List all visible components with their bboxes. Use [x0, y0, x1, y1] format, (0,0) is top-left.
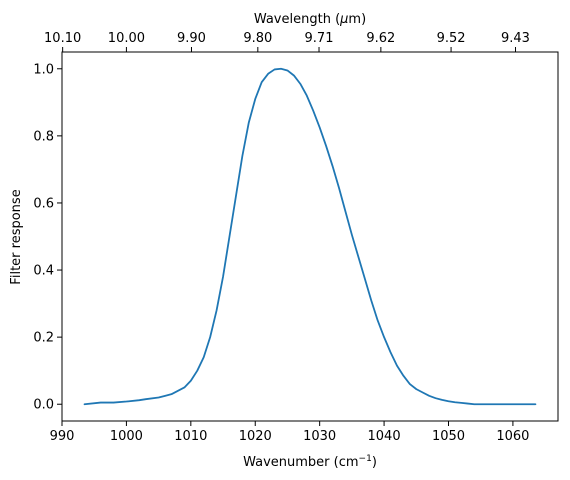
x-tick-label: 1040: [368, 429, 401, 444]
x-tick-label: 1000: [110, 429, 143, 444]
top-tick-label: 10.00: [108, 31, 145, 46]
top-tick-label: 9.52: [437, 31, 466, 46]
x-tick-label: 1010: [174, 429, 207, 444]
x-tick-label: 1020: [239, 429, 272, 444]
x-tick-label: 990: [50, 429, 75, 444]
ticks-layer: 990 1000 1010 1020 1030 1040 1050 1060 0.0 0.2 0.4…: [33, 31, 530, 444]
top-axis-label: Wavelength (μm): [254, 12, 366, 27]
top-tick-label: 9.80: [243, 31, 272, 46]
top-tick-label: 9.62: [366, 31, 395, 46]
top-tick-label: 9.43: [501, 31, 530, 46]
y-tick-label: 0.0: [33, 398, 54, 413]
x-tick-label: 1050: [432, 429, 465, 444]
top-tick-label: 10.10: [44, 31, 81, 46]
plot-frame: [61, 51, 559, 422]
y-tick-label: 1.0: [33, 62, 54, 77]
top-tick-label: 9.90: [177, 31, 206, 46]
x-tick-label: 1060: [496, 429, 529, 444]
y-tick-label: 0.6: [33, 196, 54, 211]
y-tick-label: 0.2: [33, 331, 54, 346]
series-line-filter-response: [83, 67, 537, 406]
y-tick-label: 0.4: [33, 264, 54, 279]
x-axis-label-superscript: −1: [359, 454, 372, 464]
y-tick-label: 0.8: [33, 129, 54, 144]
x-tick-label: 1030: [303, 429, 336, 444]
x-axis-label: Wavenumber (cm−1): [243, 454, 377, 470]
y-axis-label: Filter response: [9, 189, 24, 284]
mu-symbol: μ: [339, 12, 348, 27]
top-tick-label: 9.71: [305, 31, 334, 46]
